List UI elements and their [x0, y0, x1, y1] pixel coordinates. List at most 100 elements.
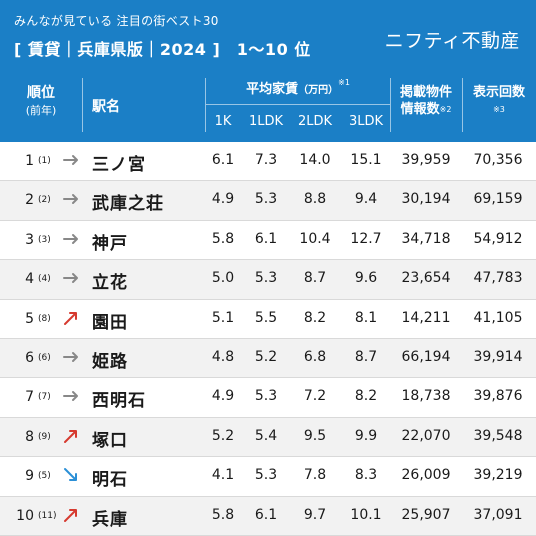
header-divider: [82, 78, 83, 132]
rent-1k: 5.2: [211, 427, 235, 444]
col-header-3ldk: 3LDK: [348, 114, 384, 129]
rent-1k: 4.1: [211, 467, 235, 484]
rent-2ldk: 8.2: [303, 309, 327, 326]
rent-2ldk: 7.2: [303, 388, 327, 405]
view-count: 69,159: [473, 191, 523, 208]
rank-header-sub: (前年): [25, 104, 57, 117]
rent-1k: 6.1: [211, 152, 235, 168]
rank: 5: [25, 310, 34, 327]
header-divider: [390, 78, 391, 132]
rent-header-label: 平均家賃: [246, 82, 299, 97]
station-name: 三ノ宮: [92, 155, 146, 175]
table-row: 5 (8) 園田 5.1 5.5 8.2 8.1 14,211 41,105: [0, 300, 536, 339]
rent-3ldk: 10.1: [350, 506, 382, 523]
listing-count: 66,194: [401, 348, 451, 365]
rank: 2: [25, 192, 34, 209]
rent-2ldk: 10.4: [299, 230, 331, 247]
view-count: 54,912: [473, 230, 523, 247]
rank-header-label: 順位: [27, 85, 55, 101]
rent-1ldk: 5.3: [254, 388, 278, 405]
view-count: 39,876: [473, 388, 523, 405]
table-row: 1 (1) 三ノ宮 6.1 7.3 14.0 15.1 39,959 70,356: [0, 142, 536, 182]
view-count: 39,219: [473, 467, 523, 484]
rank: 10: [16, 507, 34, 524]
arrow-right-icon: [63, 155, 78, 165]
rent-2ldk: 14.0: [299, 152, 331, 168]
rent-1k: 4.8: [211, 348, 235, 365]
previous-rank: (9): [38, 431, 51, 442]
table-header: 順位 (前年) 駅名 平均家賃（万円）※1 1K 1LDK 2LDK 3LDK …: [0, 68, 536, 142]
rent-header: 平均家賃（万円）※1: [206, 78, 390, 97]
page-title: [ 賃貸｜兵庫県版｜2024 ] 1〜10 位: [14, 40, 311, 59]
ranking-table-body: 1 (1) 三ノ宮 6.1 7.3 14.0 15.1 39,959 70,356 2 (2) 武庫之…: [0, 142, 536, 536]
listing-count: 34,718: [401, 230, 451, 247]
arrow-down-right-icon: [64, 468, 77, 482]
rank: 7: [25, 389, 34, 406]
table-row: 2 (2) 武庫之荘 4.9 5.3 8.8 9.4 30,194 69,159: [0, 181, 536, 221]
listing-count: 39,959: [401, 152, 451, 168]
col-header-2ldk: 2LDK: [297, 114, 333, 129]
rent-header-divider: [206, 104, 390, 105]
previous-rank: (3): [38, 234, 51, 245]
rent-1ldk: 5.3: [254, 467, 278, 484]
listing-count: 22,070: [401, 427, 451, 444]
listing-count: 30,194: [401, 191, 451, 208]
header-divider: [205, 78, 206, 132]
arrow-right-icon: [63, 233, 78, 244]
table-row: 3 (3) 神戸 5.8 6.1 10.4 12.7 34,718 54,912: [0, 221, 536, 261]
brand-logo: ニフティ不動産: [384, 30, 520, 52]
rent-1k: 5.1: [211, 309, 235, 326]
subtitle: みんなが見ている 注目の街ベスト30: [14, 14, 219, 28]
previous-rank: (1): [38, 156, 51, 166]
rent-note: ※1: [338, 78, 350, 87]
listings-header-line1: 掲載物件: [399, 85, 452, 100]
rent-2ldk: 8.8: [303, 191, 327, 208]
listing-count: 23,654: [401, 270, 451, 287]
rent-unit: （万円）: [298, 85, 339, 96]
station-name: 西明石: [92, 391, 146, 412]
table-row: 9 (5) 明石 4.1 5.3 7.8 8.3 26,009 39,219: [0, 457, 536, 497]
rent-2ldk: 9.5: [303, 427, 327, 444]
previous-rank: (5): [38, 471, 51, 482]
rent-1ldk: 5.2: [254, 348, 278, 365]
rent-1ldk: 6.1: [254, 230, 278, 247]
rent-1k: 4.9: [211, 191, 235, 208]
rent-3ldk: 8.2: [354, 388, 378, 405]
station-name: 明石: [92, 470, 128, 491]
listing-count: 14,211: [401, 309, 451, 326]
station-name: 立花: [92, 273, 128, 294]
view-count: 70,356: [473, 152, 523, 168]
rent-2ldk: 8.7: [303, 270, 327, 287]
rent-2ldk: 6.8: [303, 348, 327, 365]
arrow-up-right-icon: [64, 429, 77, 443]
rent-2ldk: 9.7: [303, 506, 327, 523]
col-header-1ldk: 1LDK: [248, 114, 284, 129]
previous-rank: (11): [38, 510, 57, 521]
table-row: 10 (11) 兵庫 5.8 6.1 9.7 10.1 25,907 37,091: [0, 496, 536, 536]
arrow-right-icon: [63, 194, 78, 205]
rent-1ldk: 5.3: [254, 191, 278, 208]
rank-header: 順位 (前年): [0, 84, 82, 120]
rent-3ldk: 9.6: [354, 270, 378, 287]
arrow-right-icon: [63, 273, 78, 284]
rank: 4: [25, 271, 34, 288]
previous-rank: (8): [38, 313, 51, 324]
previous-rank: (2): [38, 195, 51, 206]
station-header: 駅名: [92, 99, 120, 115]
view-count: 39,548: [473, 427, 523, 444]
col-header-1k: 1K: [214, 114, 232, 129]
previous-rank: (7): [38, 392, 51, 403]
rent-1ldk: 5.4: [254, 427, 278, 444]
views-header: 表示回数 ※3: [462, 84, 536, 118]
station-name: 兵庫: [92, 509, 128, 530]
rank: 8: [25, 428, 34, 445]
arrow-right-icon: [63, 351, 78, 362]
listing-count: 18,738: [401, 388, 451, 405]
rent-3ldk: 15.1: [350, 152, 382, 168]
table-row: 6 (6) 姫路 4.8 5.2 6.8 8.7 66,194 39,914: [0, 338, 536, 379]
station-name: 園田: [92, 312, 128, 333]
table-row: 4 (4) 立花 5.0 5.3 8.7 9.6 23,654 47,783: [0, 260, 536, 300]
rent-3ldk: 8.3: [354, 467, 378, 484]
arrow-right-icon: [63, 391, 78, 402]
view-count: 41,105: [473, 309, 523, 326]
